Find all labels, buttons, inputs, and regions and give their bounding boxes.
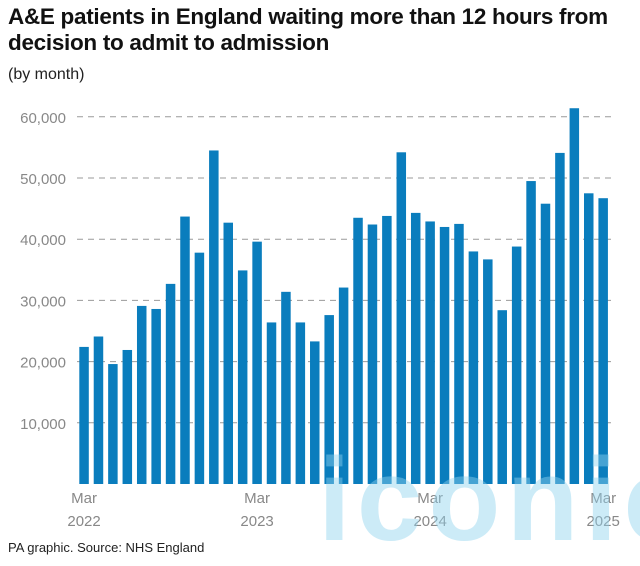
bar-sep-2022 <box>165 283 176 484</box>
source-note: PA graphic. Source: NHS England <box>8 540 205 555</box>
bar-nov-2022 <box>194 252 205 484</box>
bar-aug-2022 <box>151 308 161 484</box>
x-tick-month: Mar <box>417 490 443 507</box>
x-tick-month: Mar <box>244 490 270 507</box>
bar-may-2024 <box>454 223 464 484</box>
bar-aug-2024 <box>497 310 507 484</box>
bar-nov-2024 <box>540 203 551 485</box>
watermark-logo: iconic <box>318 434 640 566</box>
bar-dec-2024 <box>555 152 565 484</box>
bar-jul-2022 <box>136 305 147 484</box>
bar-mar-2024 <box>425 221 435 484</box>
bar-apr-2022 <box>93 336 104 484</box>
x-tick-month: Mar <box>71 490 97 507</box>
x-tick-year: 2023 <box>240 513 273 530</box>
bar-sep-2023 <box>338 287 349 484</box>
bar-jun-2022 <box>122 349 133 484</box>
bar-oct-2023 <box>353 217 363 484</box>
bar-feb-2024 <box>410 212 421 484</box>
y-tick-label: 40,000 <box>20 232 66 249</box>
bar-jan-2023 <box>223 222 233 484</box>
y-tick-label: 10,000 <box>20 416 66 433</box>
chart-title: A&E patients in England waiting more tha… <box>8 4 608 55</box>
bar-nov-2023 <box>367 224 378 484</box>
bar-jun-2024 <box>468 251 479 484</box>
y-tick-label: 50,000 <box>20 171 66 188</box>
bar-apr-2023 <box>266 322 277 484</box>
bar-jul-2024 <box>483 259 493 484</box>
x-tick-year: 2025 <box>586 513 619 530</box>
bar-may-2022 <box>108 364 118 484</box>
bar-mar-2023 <box>252 241 262 484</box>
bar-dec-2023 <box>382 215 392 484</box>
bar-jan-2025 <box>569 108 580 485</box>
x-tick-month: Mar <box>590 490 616 507</box>
bar-may-2023 <box>281 291 291 484</box>
bar-oct-2024 <box>526 181 536 484</box>
bar-feb-2025 <box>584 193 594 485</box>
bar-feb-2023 <box>237 270 248 484</box>
y-tick-label: 60,000 <box>20 110 66 127</box>
y-tick-label: 20,000 <box>20 355 66 372</box>
bar-sep-2024 <box>511 246 522 484</box>
bar-mar-2022 <box>79 346 89 484</box>
bar-dec-2022 <box>209 150 219 484</box>
bar-jan-2024 <box>396 152 407 484</box>
bar-jun-2023 <box>295 322 306 484</box>
bar-oct-2022 <box>180 216 190 484</box>
chart-subtitle: (by month) <box>8 66 85 83</box>
y-tick-label: 30,000 <box>20 293 66 310</box>
bar-jul-2023 <box>310 341 320 484</box>
bar-aug-2023 <box>324 315 334 484</box>
x-tick-year: 2024 <box>413 513 446 530</box>
bar-mar-2025 <box>598 198 608 485</box>
x-tick-year: 2022 <box>67 513 100 530</box>
bar-apr-2024 <box>439 226 450 484</box>
